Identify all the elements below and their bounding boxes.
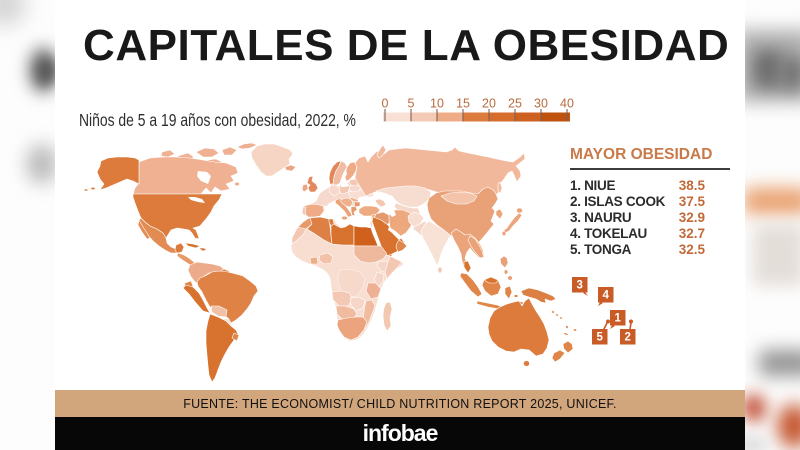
svg-text:25: 25 bbox=[508, 96, 522, 110]
svg-text:30: 30 bbox=[534, 96, 548, 110]
svg-text:1: 1 bbox=[614, 313, 621, 325]
svg-text:0: 0 bbox=[382, 96, 389, 110]
svg-text:5: 5 bbox=[408, 96, 415, 110]
svg-text:15: 15 bbox=[456, 96, 470, 110]
svg-text:10: 10 bbox=[430, 96, 444, 110]
svg-text:2: 2 bbox=[624, 332, 630, 344]
svg-text:20: 20 bbox=[482, 96, 496, 110]
svg-text:3: 3 bbox=[576, 280, 582, 292]
svg-text:5: 5 bbox=[596, 332, 603, 344]
svg-text:4: 4 bbox=[602, 290, 609, 302]
svg-text:40: 40 bbox=[560, 96, 574, 110]
